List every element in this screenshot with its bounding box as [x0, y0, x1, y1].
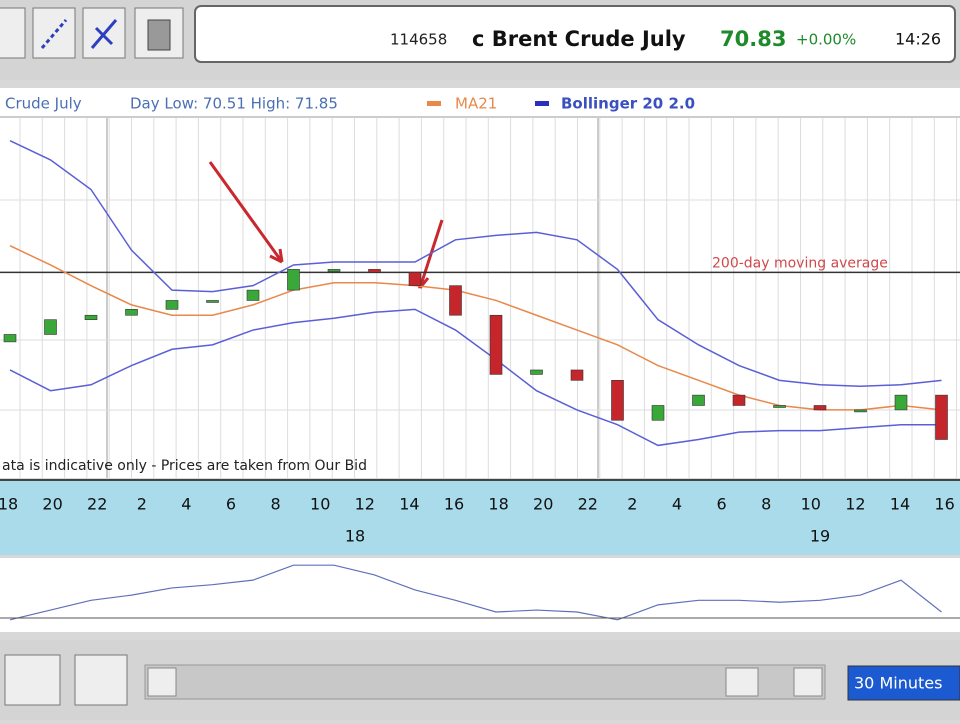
candle — [44, 319, 57, 335]
interval-select[interactable] — [847, 665, 960, 701]
candle — [530, 369, 543, 375]
candle — [773, 405, 786, 408]
x-tick-label: 6 — [717, 495, 727, 514]
candle — [651, 405, 665, 421]
annotation: 200-day moving average — [712, 255, 888, 271]
date-label: 19 — [810, 527, 830, 546]
time: 14:26 — [895, 30, 941, 49]
line — [9, 140, 942, 388]
date-label: 18 — [345, 527, 365, 546]
candle — [489, 314, 503, 375]
candle — [165, 300, 179, 310]
x-tick-label: 2 — [137, 495, 147, 514]
code: 114658 — [390, 31, 447, 49]
save-button[interactable] — [4, 654, 61, 706]
x-tick-label: 10 — [801, 495, 821, 514]
x-tick-label: 20 — [533, 495, 553, 514]
x-tick-label: 14 — [890, 495, 910, 514]
candle — [570, 369, 584, 381]
scroll-left[interactable] — [147, 667, 177, 697]
candle — [3, 334, 17, 343]
print-button[interactable] — [74, 654, 128, 706]
legend-ma: MA21 — [455, 95, 497, 113]
x-tick-label: 20 — [42, 495, 62, 514]
line — [9, 564, 942, 621]
interval: 30 Minutes — [854, 674, 942, 693]
info-box — [194, 5, 956, 63]
chart-area — [0, 88, 960, 478]
x-tick-label: 8 — [761, 495, 771, 514]
icon — [147, 19, 171, 51]
candle — [246, 289, 260, 301]
scroll-right[interactable] — [793, 667, 823, 697]
icon — [40, 19, 68, 49]
legend-name: Crude July — [5, 95, 82, 113]
x-tick-label: 2 — [627, 495, 637, 514]
candle — [813, 405, 827, 411]
indicator-panel — [0, 558, 960, 632]
x-tick-label: 14 — [399, 495, 419, 514]
candle — [206, 300, 219, 303]
legend-range: Day Low: 70.51 High: 71.85 — [130, 95, 338, 113]
tool-button[interactable] — [0, 7, 26, 59]
candle — [854, 409, 867, 413]
candle — [894, 394, 908, 411]
x-tick-label: 12 — [355, 495, 375, 514]
candle — [327, 269, 341, 272]
scrollbar[interactable] — [144, 664, 826, 700]
candle — [611, 380, 624, 421]
candle — [84, 314, 98, 320]
note: ata is indicative only - Prices are take… — [2, 458, 367, 474]
x-tick-label: 22 — [578, 495, 598, 514]
x-tick-label: 6 — [226, 495, 236, 514]
candle — [935, 394, 948, 440]
x-tick-label: 4 — [181, 495, 191, 514]
icon — [90, 19, 118, 49]
candle — [287, 269, 300, 291]
x-tick-label: 16 — [934, 495, 954, 514]
x-tick-label: 22 — [87, 495, 107, 514]
candle — [449, 285, 462, 316]
legend-swatch — [427, 101, 441, 106]
change: +0.00% — [796, 31, 856, 49]
x-tick-label: 4 — [672, 495, 682, 514]
x-tick-label: 10 — [310, 495, 330, 514]
x-tick-label: 12 — [845, 495, 865, 514]
scroll-thumb[interactable] — [725, 667, 759, 697]
candle — [408, 272, 422, 286]
time-axis — [0, 480, 960, 555]
arrow — [208, 161, 284, 264]
line — [9, 245, 942, 411]
x-tick-label: 18 — [488, 495, 508, 514]
legend-swatch — [535, 101, 549, 106]
tool-button[interactable] — [32, 7, 76, 59]
candle — [125, 309, 138, 316]
x-tick-label: 8 — [271, 495, 281, 514]
x-tick-label: 16 — [444, 495, 464, 514]
instrument: c Brent Crude July — [472, 27, 686, 51]
candle — [692, 394, 705, 406]
price: 70.83 — [720, 27, 786, 51]
candle — [368, 269, 381, 273]
x-tick-label: 18 — [0, 495, 18, 514]
candle — [732, 394, 746, 406]
line — [9, 308, 942, 447]
legend-bollinger: Bollinger 20 2.0 — [561, 95, 695, 113]
